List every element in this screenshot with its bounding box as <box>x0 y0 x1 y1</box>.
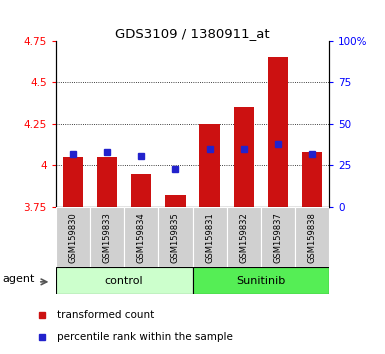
Bar <box>199 124 220 207</box>
Bar <box>56 207 90 267</box>
Text: GSM159832: GSM159832 <box>239 212 248 263</box>
Bar <box>97 157 117 207</box>
Text: control: control <box>105 275 144 286</box>
Text: percentile rank within the sample: percentile rank within the sample <box>57 332 233 342</box>
Text: GSM159838: GSM159838 <box>308 212 316 263</box>
Text: GSM159835: GSM159835 <box>171 212 180 263</box>
Bar <box>124 207 158 267</box>
Title: GDS3109 / 1380911_at: GDS3109 / 1380911_at <box>115 27 270 40</box>
Bar <box>295 207 329 267</box>
Bar <box>165 195 186 207</box>
Bar <box>90 207 124 267</box>
Bar <box>261 207 295 267</box>
Bar <box>131 174 152 207</box>
Bar <box>227 207 261 267</box>
Bar <box>233 107 254 207</box>
Bar <box>192 207 227 267</box>
Text: GSM159837: GSM159837 <box>273 212 283 263</box>
Bar <box>268 57 288 207</box>
Bar <box>63 157 83 207</box>
Bar <box>56 267 192 294</box>
Text: GSM159830: GSM159830 <box>69 212 77 263</box>
Text: GSM159831: GSM159831 <box>205 212 214 263</box>
Bar <box>302 152 322 207</box>
Text: transformed count: transformed count <box>57 310 154 320</box>
Text: GSM159833: GSM159833 <box>102 212 112 263</box>
Text: Sunitinib: Sunitinib <box>236 275 285 286</box>
Bar <box>192 267 329 294</box>
Text: agent: agent <box>3 274 35 284</box>
Text: GSM159834: GSM159834 <box>137 212 146 263</box>
Bar <box>158 207 192 267</box>
